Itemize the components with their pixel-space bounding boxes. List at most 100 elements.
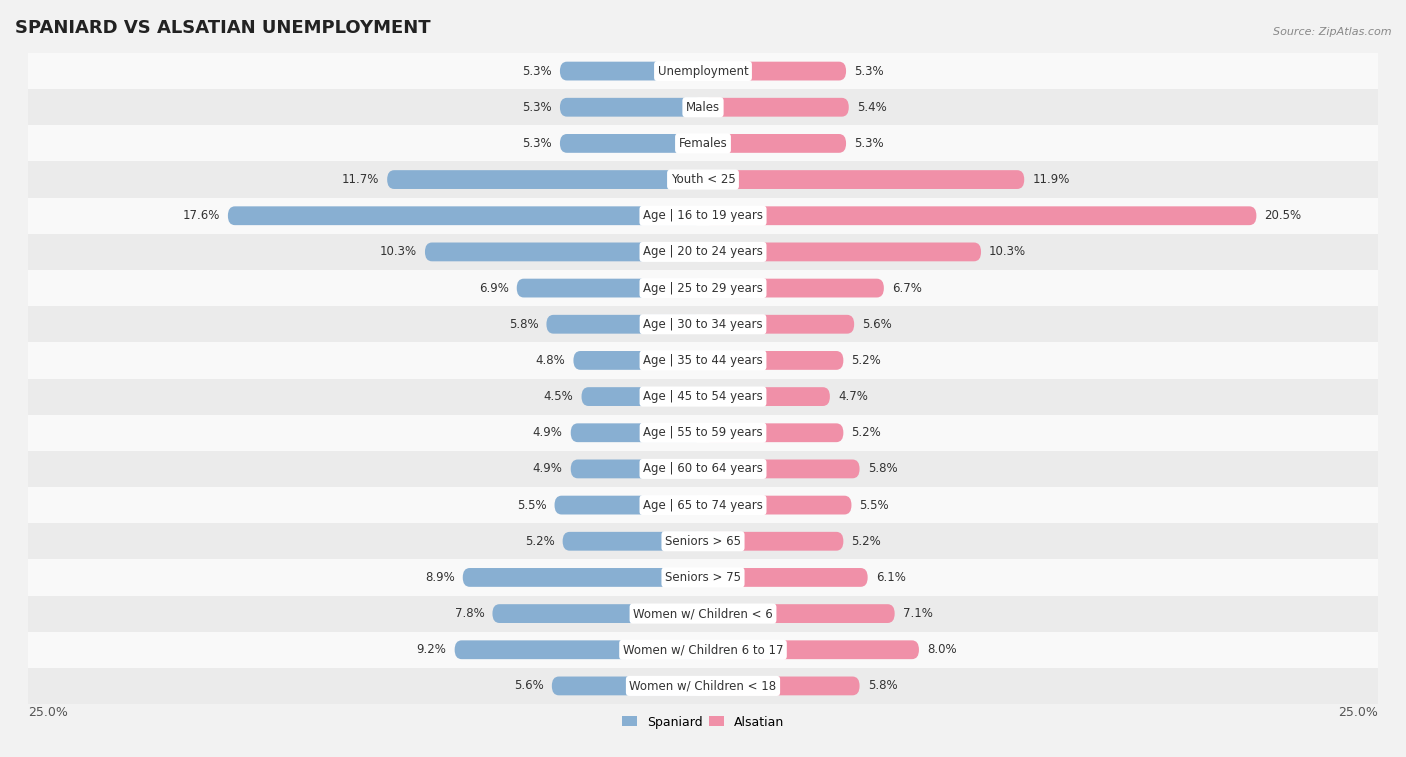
Text: Females: Females xyxy=(679,137,727,150)
FancyBboxPatch shape xyxy=(703,387,830,406)
Text: 5.2%: 5.2% xyxy=(524,534,554,548)
Text: 17.6%: 17.6% xyxy=(183,209,219,223)
FancyBboxPatch shape xyxy=(703,242,981,261)
FancyBboxPatch shape xyxy=(703,496,852,515)
Text: 6.7%: 6.7% xyxy=(891,282,922,294)
FancyBboxPatch shape xyxy=(703,134,846,153)
FancyBboxPatch shape xyxy=(551,677,703,696)
FancyBboxPatch shape xyxy=(463,568,703,587)
FancyBboxPatch shape xyxy=(28,89,1378,126)
Text: Women w/ Children < 6: Women w/ Children < 6 xyxy=(633,607,773,620)
FancyBboxPatch shape xyxy=(28,342,1378,378)
Text: 20.5%: 20.5% xyxy=(1264,209,1302,223)
Text: 5.8%: 5.8% xyxy=(509,318,538,331)
FancyBboxPatch shape xyxy=(547,315,703,334)
FancyBboxPatch shape xyxy=(703,98,849,117)
Text: 4.5%: 4.5% xyxy=(544,390,574,403)
Text: SPANIARD VS ALSATIAN UNEMPLOYMENT: SPANIARD VS ALSATIAN UNEMPLOYMENT xyxy=(14,19,430,37)
Text: 8.9%: 8.9% xyxy=(425,571,454,584)
FancyBboxPatch shape xyxy=(703,604,894,623)
FancyBboxPatch shape xyxy=(517,279,703,298)
FancyBboxPatch shape xyxy=(454,640,703,659)
FancyBboxPatch shape xyxy=(703,459,859,478)
FancyBboxPatch shape xyxy=(28,234,1378,270)
FancyBboxPatch shape xyxy=(560,61,703,80)
Text: 8.0%: 8.0% xyxy=(927,643,956,656)
Text: Males: Males xyxy=(686,101,720,114)
FancyBboxPatch shape xyxy=(28,270,1378,306)
Text: Age | 55 to 59 years: Age | 55 to 59 years xyxy=(643,426,763,439)
Text: 4.7%: 4.7% xyxy=(838,390,868,403)
FancyBboxPatch shape xyxy=(28,668,1378,704)
Text: Youth < 25: Youth < 25 xyxy=(671,173,735,186)
Text: 5.2%: 5.2% xyxy=(852,534,882,548)
Text: Age | 25 to 29 years: Age | 25 to 29 years xyxy=(643,282,763,294)
Legend: Spaniard, Alsatian: Spaniard, Alsatian xyxy=(617,711,789,734)
FancyBboxPatch shape xyxy=(28,523,1378,559)
Text: Source: ZipAtlas.com: Source: ZipAtlas.com xyxy=(1272,26,1392,37)
FancyBboxPatch shape xyxy=(703,640,920,659)
Text: 5.8%: 5.8% xyxy=(868,680,897,693)
Text: 25.0%: 25.0% xyxy=(28,706,67,719)
Text: 5.3%: 5.3% xyxy=(855,137,884,150)
FancyBboxPatch shape xyxy=(574,351,703,370)
FancyBboxPatch shape xyxy=(28,53,1378,89)
FancyBboxPatch shape xyxy=(387,170,703,189)
Text: 10.3%: 10.3% xyxy=(380,245,416,258)
FancyBboxPatch shape xyxy=(28,451,1378,487)
Text: Women w/ Children < 18: Women w/ Children < 18 xyxy=(630,680,776,693)
FancyBboxPatch shape xyxy=(582,387,703,406)
FancyBboxPatch shape xyxy=(703,170,1024,189)
FancyBboxPatch shape xyxy=(492,604,703,623)
Text: 5.3%: 5.3% xyxy=(522,101,551,114)
FancyBboxPatch shape xyxy=(28,631,1378,668)
Text: 11.7%: 11.7% xyxy=(342,173,380,186)
Text: 5.3%: 5.3% xyxy=(855,64,884,77)
Text: 7.1%: 7.1% xyxy=(903,607,932,620)
FancyBboxPatch shape xyxy=(703,532,844,550)
Text: Age | 35 to 44 years: Age | 35 to 44 years xyxy=(643,354,763,367)
Text: 4.9%: 4.9% xyxy=(533,463,562,475)
Text: 25.0%: 25.0% xyxy=(1339,706,1378,719)
FancyBboxPatch shape xyxy=(28,306,1378,342)
Text: Seniors > 65: Seniors > 65 xyxy=(665,534,741,548)
FancyBboxPatch shape xyxy=(28,126,1378,161)
FancyBboxPatch shape xyxy=(703,677,859,696)
Text: 5.2%: 5.2% xyxy=(852,426,882,439)
Text: 5.2%: 5.2% xyxy=(852,354,882,367)
Text: 4.8%: 4.8% xyxy=(536,354,565,367)
FancyBboxPatch shape xyxy=(28,487,1378,523)
Text: 5.3%: 5.3% xyxy=(522,137,551,150)
FancyBboxPatch shape xyxy=(703,351,844,370)
Text: Women w/ Children 6 to 17: Women w/ Children 6 to 17 xyxy=(623,643,783,656)
FancyBboxPatch shape xyxy=(28,198,1378,234)
Text: 11.9%: 11.9% xyxy=(1032,173,1070,186)
Text: Age | 20 to 24 years: Age | 20 to 24 years xyxy=(643,245,763,258)
Text: Age | 30 to 34 years: Age | 30 to 34 years xyxy=(643,318,763,331)
FancyBboxPatch shape xyxy=(425,242,703,261)
FancyBboxPatch shape xyxy=(560,98,703,117)
Text: 5.6%: 5.6% xyxy=(515,680,544,693)
FancyBboxPatch shape xyxy=(562,532,703,550)
Text: 10.3%: 10.3% xyxy=(990,245,1026,258)
FancyBboxPatch shape xyxy=(571,423,703,442)
Text: Age | 45 to 54 years: Age | 45 to 54 years xyxy=(643,390,763,403)
Text: 5.4%: 5.4% xyxy=(856,101,887,114)
FancyBboxPatch shape xyxy=(560,134,703,153)
Text: 6.9%: 6.9% xyxy=(479,282,509,294)
FancyBboxPatch shape xyxy=(703,568,868,587)
Text: 5.6%: 5.6% xyxy=(862,318,891,331)
FancyBboxPatch shape xyxy=(703,279,884,298)
FancyBboxPatch shape xyxy=(228,207,703,225)
Text: 5.5%: 5.5% xyxy=(517,499,547,512)
Text: Age | 65 to 74 years: Age | 65 to 74 years xyxy=(643,499,763,512)
FancyBboxPatch shape xyxy=(28,415,1378,451)
Text: 6.1%: 6.1% xyxy=(876,571,905,584)
Text: Seniors > 75: Seniors > 75 xyxy=(665,571,741,584)
Text: 5.8%: 5.8% xyxy=(868,463,897,475)
FancyBboxPatch shape xyxy=(703,423,844,442)
FancyBboxPatch shape xyxy=(703,207,1257,225)
FancyBboxPatch shape xyxy=(28,596,1378,631)
FancyBboxPatch shape xyxy=(28,161,1378,198)
Text: 9.2%: 9.2% xyxy=(416,643,447,656)
